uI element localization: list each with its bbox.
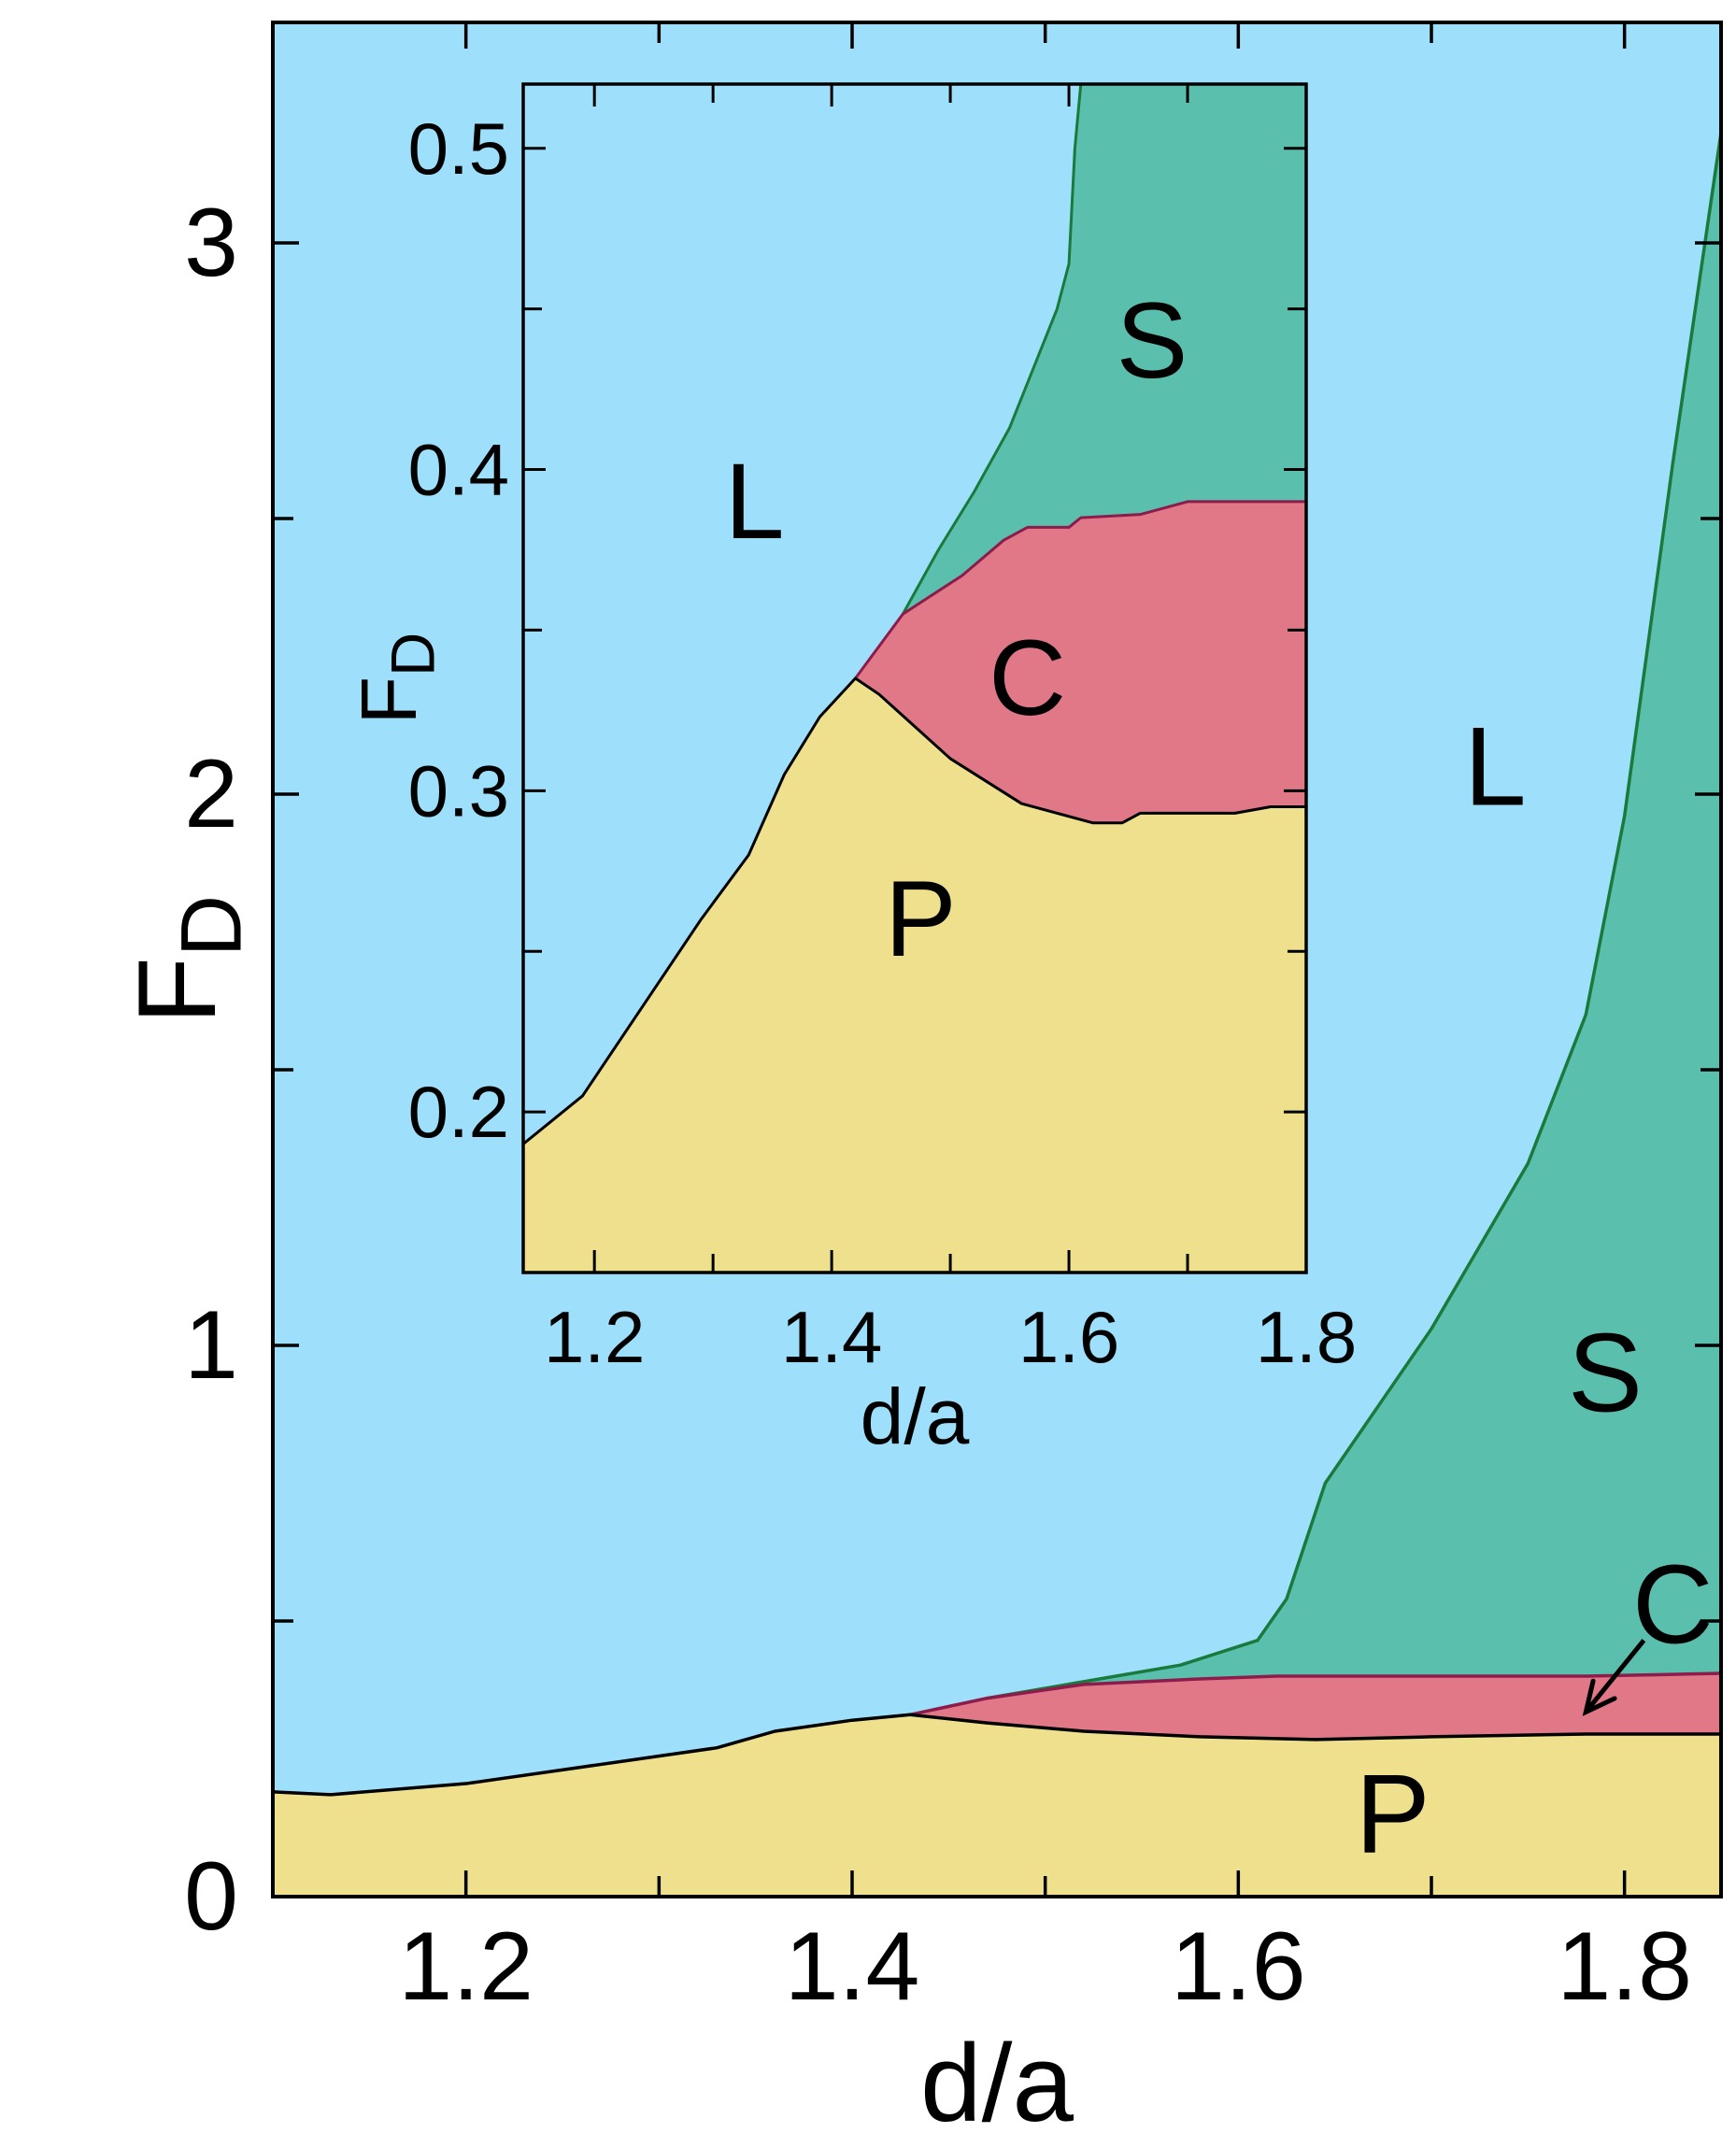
x-axis-label: d/a	[920, 2022, 1074, 2133]
y-tick-label: 2	[184, 740, 238, 848]
y-tick-label: 1	[184, 1291, 238, 1400]
boundary-line-s	[987, 132, 1721, 1700]
x-tick-label: 1.8	[1256, 1296, 1357, 1378]
x-tick-label: 1.2	[398, 1913, 534, 2021]
x-tick-label: 1.6	[1018, 1296, 1119, 1378]
y-tick-label: 0.4	[408, 429, 509, 511]
region-C	[855, 501, 1306, 823]
boundary-line-p	[273, 1713, 1721, 1797]
x-axis-label: d/a	[861, 1372, 970, 1460]
region-label-C: C	[989, 619, 1066, 738]
region-label-P: P	[1356, 1752, 1430, 1877]
phase-regions	[523, 84, 1306, 1273]
x-tick-label: 1.6	[1171, 1913, 1306, 2021]
region-C	[910, 1673, 1721, 1740]
x-tick-label: 1.8	[1557, 1913, 1692, 2021]
plot-frame	[271, 21, 1723, 1898]
y-tick-label: 0.3	[408, 749, 509, 832]
annotation-arrow-head	[1582, 1678, 1617, 1716]
region-label-L: L	[725, 442, 785, 562]
region-S	[987, 133, 1721, 1699]
region-label-S: S	[1568, 1311, 1643, 1436]
boundary-line-c	[854, 500, 1306, 679]
region-label-S: S	[1117, 281, 1188, 401]
inset-phase-diagram: 1.2 1.4 1.6 1.8 0.2 0.3 0.4 0.5 d/a FD L S C P	[345, 82, 1357, 1460]
annotation-arrow-shaft	[1584, 1639, 1646, 1714]
boundary-line-s	[901, 84, 1306, 615]
y-tick-label: 0	[184, 1842, 238, 1951]
y-axis-label: FD	[116, 895, 260, 1025]
region-label-L: L	[1464, 704, 1527, 830]
y-tick-label: 3	[184, 189, 238, 297]
boundary-line-c	[909, 1671, 1721, 1717]
x-tick-label: 1.4	[785, 1913, 920, 2021]
x-tick-label: 1.2	[544, 1296, 645, 1378]
plot-frame	[521, 82, 1308, 1274]
y-tick-label: 0.5	[408, 107, 509, 190]
boundary-line-p	[523, 676, 1306, 1145]
x-tick-label: 1.4	[781, 1296, 882, 1378]
region-P	[523, 678, 1306, 1273]
axis-ticks	[271, 22, 1721, 1898]
region-S	[903, 84, 1306, 615]
y-axis-label: FD	[345, 633, 448, 725]
region-label-C: C	[1632, 1542, 1714, 1667]
region-label-P: P	[885, 860, 957, 979]
y-tick-label: 0.2	[408, 1071, 509, 1153]
axis-ticks	[523, 84, 1308, 1273]
